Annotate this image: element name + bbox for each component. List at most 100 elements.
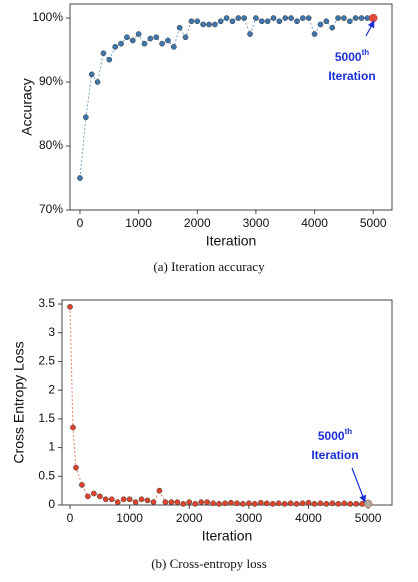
annotation: Iteration xyxy=(311,448,358,462)
data-point xyxy=(258,18,265,25)
data-point xyxy=(358,15,365,21)
data-point xyxy=(294,18,300,25)
y-tick-label: 2 xyxy=(48,382,55,396)
data-point xyxy=(251,501,258,507)
data-point xyxy=(311,31,318,37)
data-point xyxy=(176,24,183,31)
data-point xyxy=(281,501,288,507)
y-tick-label: 0 xyxy=(48,497,55,511)
data-point xyxy=(182,34,189,41)
data-point xyxy=(194,18,201,25)
data-point xyxy=(126,496,133,503)
plot-frame xyxy=(61,299,393,506)
data-point xyxy=(269,501,276,507)
data-point xyxy=(257,499,264,506)
data-point xyxy=(112,44,119,50)
data-point xyxy=(90,490,97,497)
y-axis-label: Accuracy xyxy=(19,78,35,136)
x-tick-label: 4000 xyxy=(295,511,322,525)
data-point xyxy=(229,18,236,25)
data-point xyxy=(299,500,306,507)
data-point xyxy=(247,31,253,37)
data-line xyxy=(79,17,374,179)
caption: (a) Iteration accuracy xyxy=(153,259,265,274)
data-line xyxy=(69,306,369,505)
data-point xyxy=(159,40,165,47)
y-tick-label: 1 xyxy=(48,440,55,454)
data-point xyxy=(100,50,107,57)
data-point xyxy=(144,497,151,504)
x-tick-label: 4000 xyxy=(301,216,328,230)
data-point xyxy=(94,79,101,85)
data-point xyxy=(206,21,212,28)
x-tick-label: 3000 xyxy=(243,216,270,230)
data-point xyxy=(192,501,199,507)
data-point xyxy=(241,15,248,21)
annotation-arrow xyxy=(351,467,367,503)
data-point xyxy=(168,499,175,505)
y-tick-label: 2.5 xyxy=(38,354,55,368)
data-point xyxy=(106,56,113,63)
data-point xyxy=(335,501,342,507)
x-tick-label: 0 xyxy=(67,511,74,525)
data-point xyxy=(228,499,234,506)
data-point xyxy=(246,500,252,507)
data-point xyxy=(82,114,89,121)
data-point xyxy=(317,500,324,507)
annotation-number: 5000 xyxy=(318,429,345,443)
data-point xyxy=(156,487,163,494)
x-tick-label: 2000 xyxy=(176,511,203,525)
data-point xyxy=(198,499,205,505)
data-point xyxy=(275,500,282,507)
y-tick-label: 3 xyxy=(48,325,55,339)
data-point xyxy=(305,15,312,21)
data-point xyxy=(329,500,336,507)
data-point xyxy=(317,21,324,28)
data-point xyxy=(352,15,359,21)
data-point xyxy=(235,15,242,21)
data-point xyxy=(263,500,270,507)
data-point xyxy=(210,500,216,507)
x-tick-label: 3000 xyxy=(236,511,263,525)
annotation: 5000th xyxy=(335,48,369,64)
data-point xyxy=(282,15,289,21)
data-point xyxy=(204,499,210,505)
data-point xyxy=(88,71,95,78)
data-point xyxy=(147,35,154,42)
data-point xyxy=(174,499,181,505)
y-tick-label: 80% xyxy=(39,138,63,152)
data-point xyxy=(240,501,246,507)
data-point xyxy=(323,501,330,507)
data-point xyxy=(73,464,79,471)
data-point xyxy=(329,24,336,31)
data-point xyxy=(299,15,306,21)
data-point xyxy=(102,496,109,503)
highlight-point xyxy=(368,13,378,23)
data-point xyxy=(347,501,354,507)
data-point xyxy=(129,37,136,44)
annotation-number: 5000 xyxy=(335,50,362,64)
y-tick-label: 0.5 xyxy=(38,468,55,482)
data-point xyxy=(150,499,157,505)
data-point xyxy=(67,304,73,310)
data-point xyxy=(293,501,300,507)
data-point xyxy=(323,18,330,25)
data-point xyxy=(85,493,91,500)
data-point xyxy=(188,18,195,25)
data-point xyxy=(288,15,294,21)
data-point xyxy=(270,15,277,21)
x-tick-label: 5000 xyxy=(355,511,382,525)
data-point xyxy=(186,499,193,505)
data-point xyxy=(96,493,103,500)
data-point xyxy=(335,15,341,21)
data-point xyxy=(353,501,360,507)
annotation: Iteration xyxy=(328,69,375,83)
highlight-point xyxy=(363,499,373,509)
x-tick-label: 5000 xyxy=(360,216,387,230)
y-tick-label: 90% xyxy=(39,74,63,88)
data-point xyxy=(311,501,318,507)
data-point xyxy=(77,175,83,181)
annotation: 5000th xyxy=(318,427,352,443)
caption: (b) Cross-entropy loss xyxy=(151,556,267,571)
data-point xyxy=(217,18,224,25)
